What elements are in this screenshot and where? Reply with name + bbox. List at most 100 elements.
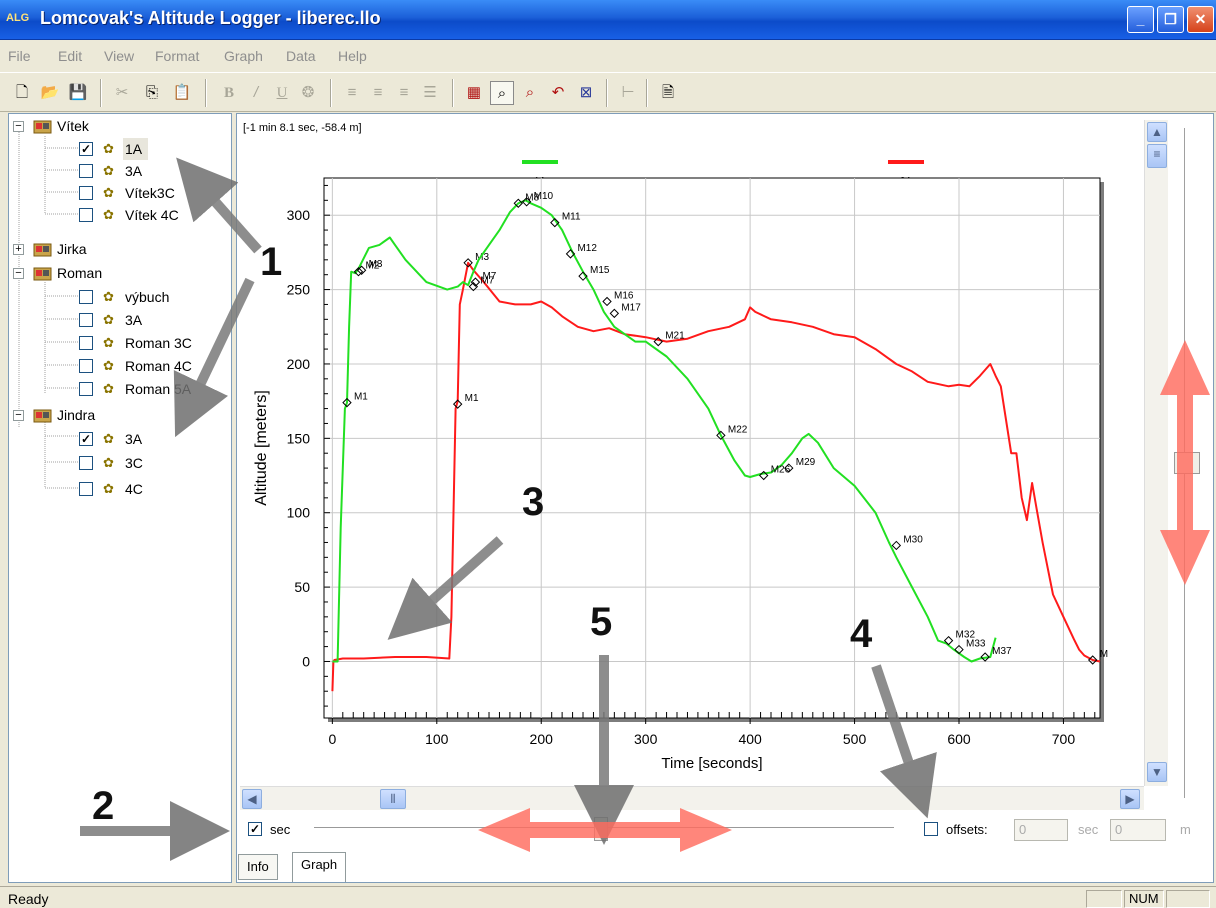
align-center-icon[interactable]: ≡ [373, 84, 383, 101]
align-left-icon[interactable]: ≡ [347, 84, 357, 101]
track-icon: ✿ [103, 185, 114, 200]
menu-data[interactable]: Data [286, 48, 316, 64]
horizontal-scrollbar[interactable]: ◀ ⦀ ▶ [240, 786, 1144, 810]
tab-graph[interactable]: Graph [292, 852, 347, 882]
menu-file[interactable]: File [8, 48, 31, 64]
marker-icon[interactable]: ⊢ [621, 84, 635, 101]
annotation-number-5: 5 [590, 600, 613, 644]
zoom-xy-icon[interactable]: ⌕ [525, 84, 535, 101]
track-checkbox[interactable] [79, 456, 93, 470]
vertical-scroll-thumb[interactable]: ≡ [1147, 144, 1167, 168]
marker-label: M37 [992, 646, 1012, 657]
paste-icon[interactable]: 📋 [172, 84, 192, 101]
track-icon: ✿ [103, 455, 114, 470]
marker-point [653, 336, 663, 347]
tree-item-label: 3A [125, 163, 143, 179]
track-checkbox[interactable] [79, 290, 93, 304]
track-checkbox[interactable] [79, 382, 93, 396]
vertical-scrollbar[interactable]: ▲ ≡ ▼ [1144, 120, 1168, 786]
status-bar: Ready NUM [0, 886, 1216, 908]
x-tick-label: 0 [328, 731, 336, 747]
copy-icon[interactable]: ⎘ [145, 84, 158, 101]
track-checkbox[interactable] [79, 359, 93, 373]
marker-point [513, 198, 523, 208]
x-tick-label: 500 [843, 731, 867, 747]
track-icon: ✿ [103, 163, 114, 178]
menu-graph[interactable]: Graph [224, 48, 263, 64]
app-icon[interactable]: ALG [6, 12, 30, 24]
zoom-all-icon[interactable]: ⊠ [579, 84, 593, 101]
menu-format[interactable]: Format [155, 48, 200, 64]
track-checkbox[interactable] [79, 186, 93, 200]
undo-zoom-icon[interactable]: ↶ [551, 84, 565, 101]
maximize-button[interactable]: ❐ [1157, 6, 1184, 33]
vertical-slider-thumb[interactable] [1174, 452, 1200, 474]
track-checkbox[interactable] [79, 164, 93, 178]
y-tick-label: 250 [287, 282, 311, 298]
horizontal-scroll-thumb[interactable]: ⦀ [380, 789, 406, 809]
properties-icon[interactable]: 🗎 [661, 84, 675, 101]
scroll-left-button[interactable]: ◀ [242, 789, 262, 809]
collapse-icon[interactable]: − [13, 410, 24, 421]
marker-label: M10 [534, 191, 554, 202]
y-axis-label: Altitude [meters] [253, 390, 270, 506]
bullet-list-icon[interactable]: ☰ [423, 84, 437, 101]
tab-info[interactable]: Info [238, 854, 278, 880]
zoom-x-icon[interactable]: ⌕ [490, 81, 514, 105]
track-icon: ✿ [103, 335, 114, 350]
altitude-chart[interactable]: 1A3A M1M3M7MM1M2M3M7M8M10M11M12M15M16M17… [236, 140, 1142, 785]
scroll-up-button[interactable]: ▲ [1147, 122, 1167, 142]
track-checkbox[interactable]: ✓ [79, 142, 93, 156]
collapse-icon[interactable]: − [13, 268, 24, 279]
plot-area[interactable] [323, 177, 1101, 719]
menu-bar: File Edit View Format Graph Data Help [0, 42, 1216, 72]
track-tree[interactable]: − Vítek ✓ ✿ 1A ✿ 3A ✿ Vítek3C ✿ Vítek 4C… [8, 113, 232, 883]
cut-scissors-icon[interactable]: ✂ [115, 84, 129, 101]
status-panel-caps [1086, 890, 1122, 908]
status-panel-num: NUM [1124, 890, 1164, 908]
marker-label: M1 [465, 393, 479, 404]
underline-icon[interactable]: U [276, 85, 288, 101]
title-bar[interactable]: ALG Lomcovak's Altitude Logger - liberec… [0, 0, 1216, 40]
offsets-checkbox[interactable] [924, 822, 938, 836]
save-disk-icon[interactable]: 💾 [68, 84, 88, 101]
annotation-number-1: 1 [260, 240, 283, 284]
sec-offset-input[interactable]: 0 [1014, 819, 1068, 841]
marker-point [716, 430, 726, 441]
menu-help[interactable]: Help [338, 48, 367, 64]
collapse-icon[interactable]: − [13, 121, 24, 132]
tree-group-label: Jindra [57, 407, 96, 423]
graph-options-icon[interactable]: ▦ [466, 84, 482, 101]
track-checkbox[interactable] [79, 482, 93, 496]
status-panel-scrl [1166, 890, 1210, 908]
sec-checkbox[interactable]: ✓ [248, 822, 262, 836]
expand-icon[interactable]: + [13, 244, 24, 255]
track-checkbox[interactable] [79, 336, 93, 350]
time-slider-thumb[interactable] [594, 817, 608, 841]
track-icon: ✿ [103, 207, 114, 222]
menu-view[interactable]: View [104, 48, 135, 64]
marker-point [521, 197, 532, 207]
scroll-down-button[interactable]: ▼ [1147, 762, 1167, 782]
track-checkbox[interactable]: ✓ [79, 432, 93, 446]
italic-icon[interactable]: / [253, 84, 259, 101]
tree-item-vitek-1a[interactable]: ✓ ✿ 1A [77, 138, 177, 160]
open-folder-icon[interactable]: 📂 [40, 84, 60, 101]
track-checkbox[interactable] [79, 313, 93, 327]
m-offset-input[interactable]: 0 [1110, 819, 1166, 841]
menu-edit[interactable]: Edit [58, 48, 83, 64]
track-checkbox[interactable] [79, 208, 93, 222]
align-right-icon[interactable]: ≡ [399, 84, 409, 101]
y-tick-label: 150 [287, 430, 311, 446]
scroll-right-button[interactable]: ▶ [1120, 789, 1140, 809]
track-icon: ✿ [103, 358, 114, 373]
marker-point [954, 644, 964, 655]
bold-icon[interactable]: B [223, 85, 234, 101]
font-icon[interactable]: ❂ [301, 84, 315, 101]
minimize-button[interactable]: _ [1127, 6, 1154, 33]
close-button[interactable]: ✕ [1187, 6, 1214, 33]
marker-label: M30 [903, 534, 923, 545]
tree-group-label: Roman [57, 265, 103, 281]
new-file-icon[interactable]: 🗋 [15, 84, 29, 101]
y-tick-label: 0 [302, 653, 310, 669]
